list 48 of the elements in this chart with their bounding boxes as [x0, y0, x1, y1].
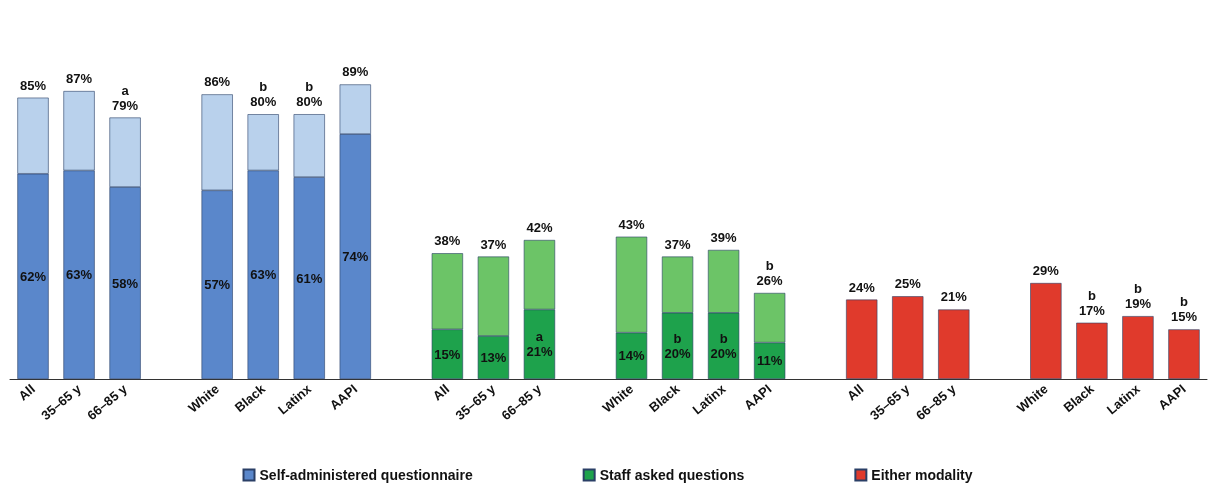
- total-label: 39%: [710, 229, 738, 245]
- legend-label: Either modality: [871, 467, 973, 483]
- total-label: a 79%: [112, 82, 139, 113]
- bar: [1168, 329, 1200, 379]
- bar: [1122, 316, 1154, 379]
- total-label: 89%: [342, 64, 369, 80]
- data-label: b 17%: [1078, 287, 1106, 318]
- data-label: 29%: [1032, 263, 1060, 279]
- bar: [1030, 283, 1062, 379]
- data-label: 25%: [894, 276, 922, 292]
- total-label: 43%: [618, 216, 645, 232]
- total-label: 42%: [526, 219, 553, 235]
- data-label: b 20%: [664, 330, 691, 361]
- data-label: 11%: [756, 353, 783, 369]
- data-label: b 19%: [1124, 281, 1152, 312]
- x-tick-label: All: [15, 381, 38, 404]
- data-label: 58%: [112, 275, 139, 291]
- total-label: 37%: [664, 236, 691, 252]
- data-label: 15%: [434, 346, 461, 362]
- data-label: 61%: [296, 270, 323, 286]
- bar: [1076, 322, 1108, 379]
- bar: [846, 299, 878, 379]
- total-label: b 80%: [296, 79, 323, 110]
- bar: [892, 296, 924, 379]
- data-label: 57%: [204, 277, 231, 293]
- total-label: b 80%: [250, 79, 277, 110]
- data-label: a 21%: [526, 329, 553, 360]
- data-label: b 20%: [710, 330, 738, 361]
- legend-label: Self-administered questionnaire: [259, 467, 473, 483]
- data-label: 74%: [342, 249, 369, 265]
- x-tick-label: All: [844, 381, 867, 404]
- data-label: 13%: [480, 349, 507, 365]
- total-label: 38%: [434, 233, 461, 249]
- total-label: b 26%: [756, 257, 784, 288]
- data-label: 63%: [250, 267, 277, 283]
- x-tick-label: All: [429, 381, 453, 404]
- data-label: 14%: [618, 348, 645, 364]
- data-label: b 15%: [1170, 294, 1198, 325]
- total-label: 86%: [204, 74, 231, 90]
- total-label: 37%: [480, 236, 507, 252]
- legend-label: Staff asked questions: [599, 467, 745, 483]
- total-label: 85%: [20, 77, 47, 93]
- data-label: 63%: [66, 267, 93, 283]
- bar: [938, 309, 970, 379]
- total-label: 87%: [66, 71, 93, 87]
- data-label: 62%: [20, 268, 47, 284]
- data-label: 24%: [848, 279, 876, 295]
- data-label: 21%: [940, 289, 968, 305]
